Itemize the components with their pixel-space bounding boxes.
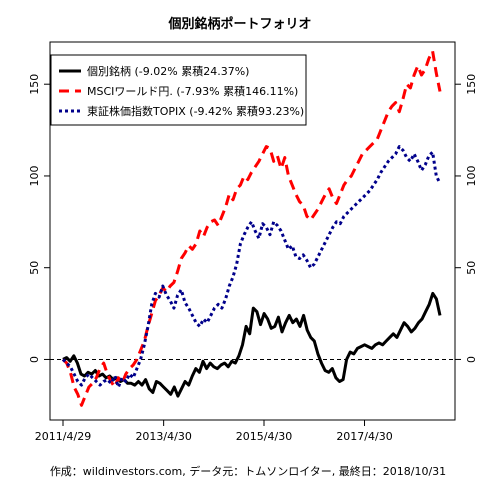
y-tick-label-right: 100 (465, 165, 478, 186)
y-axis-left: 0 50 100 150 (28, 74, 50, 363)
plot-frame (49, 41, 456, 421)
y-tick-label-left: 150 (28, 74, 41, 95)
y-tick-label-right: 0 (465, 356, 478, 363)
legend-label: 東証株価指数TOPIX (-9.42% 累積93.23%) (87, 104, 304, 118)
series-line-2 (61, 49, 442, 407)
legend-box (50, 54, 307, 126)
y-tick-label-left: 0 (28, 356, 41, 363)
plot-area (49, 41, 456, 421)
y-axis-right: 0 50 100 150 (455, 74, 478, 363)
x-tick-label: 2017/4/30 (336, 430, 392, 443)
y-tick-label-left: 100 (28, 165, 41, 186)
x-axis: 2011/4/29 2013/4/30 2015/4/30 2017/4/30 (35, 420, 393, 443)
legend: 個別銘柄 (-9.02% 累積24.37%) MSCIワールド円. (-7.93%… (50, 54, 307, 126)
y-tick-label-left: 50 (28, 261, 41, 275)
x-tick-label: 2015/4/30 (236, 430, 292, 443)
legend-label: MSCIワールド円. (-7.93% 累積146.11%) (87, 84, 298, 98)
legend-label: 個別銘柄 (-9.02% 累積24.37%) (87, 64, 249, 78)
chart-title: 個別銘柄ポートフォリオ (167, 16, 311, 32)
x-tick-label: 2013/4/30 (135, 430, 191, 443)
x-tick-label: 2011/4/29 (35, 430, 91, 443)
y-tick-label-right: 150 (465, 74, 478, 95)
chart-caption: 作成：wildinvestors.com, データ元：トムソンロイター, 最終日… (50, 464, 446, 478)
y-tick-label-right: 50 (465, 261, 478, 275)
series-line-3 (61, 145, 442, 389)
